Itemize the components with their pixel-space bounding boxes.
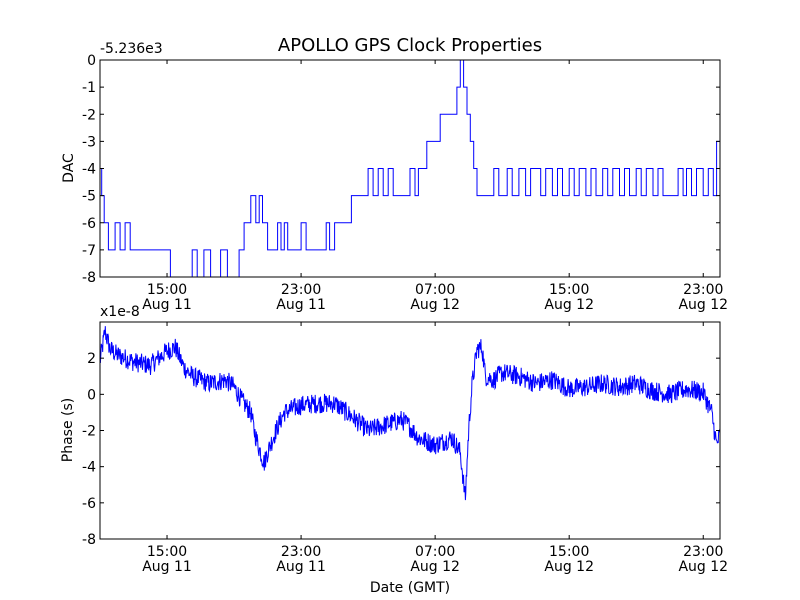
dac-xtick-date: Aug 12 bbox=[410, 297, 460, 313]
dac-series-group bbox=[100, 60, 720, 277]
phase-xtick-time: 15:00 bbox=[147, 544, 187, 560]
dac-xtick-time: 23:00 bbox=[683, 282, 723, 298]
dac-xtick-date: Aug 12 bbox=[544, 297, 594, 313]
dac-ytick-label: -5 bbox=[82, 189, 96, 205]
phase-xtick-date: Aug 12 bbox=[544, 559, 594, 575]
dac-xtick-date: Aug 11 bbox=[142, 297, 192, 313]
dac-xtick-date: Aug 12 bbox=[678, 297, 728, 313]
phase-xtick-time: 23:00 bbox=[281, 544, 321, 560]
dac-xtick-time: 23:00 bbox=[281, 282, 321, 298]
phase-xtick-time: 23:00 bbox=[683, 544, 723, 560]
dac-xtick-time: 15:00 bbox=[147, 282, 187, 298]
dac-ytick-label: -1 bbox=[82, 80, 96, 96]
phase-xtick-time: 07:00 bbox=[415, 544, 455, 560]
phase-xtick-date: Aug 12 bbox=[410, 559, 460, 575]
phase-xtick-date: Aug 11 bbox=[142, 559, 192, 575]
phase-y-ticks: 2 0 -2 -4 -6 -8 bbox=[82, 351, 720, 548]
dac-ytick-label: -4 bbox=[82, 162, 96, 178]
phase-ytick-label: -2 bbox=[82, 424, 96, 440]
dac-ytick-label: 0 bbox=[87, 53, 96, 69]
phase-ytick-label: -6 bbox=[82, 496, 96, 512]
dac-offset-label: -5.236e3 bbox=[100, 41, 163, 57]
x-axis-label: Date (GMT) bbox=[370, 580, 450, 596]
phase-series-group bbox=[99, 326, 721, 501]
phase-offset-label: x1e-8 bbox=[100, 304, 140, 320]
dac-y-ticks: 0 -1 -2 -3 -4 -5 -6 -7 -8 bbox=[82, 53, 720, 286]
dac-series-line bbox=[100, 60, 720, 277]
dac-xtick-time: 07:00 bbox=[415, 282, 455, 298]
dac-ytick-label: -2 bbox=[82, 107, 96, 123]
phase-xtick-date: Aug 12 bbox=[678, 559, 728, 575]
dac-ytick-label: -7 bbox=[82, 243, 96, 259]
phase-ytick-label: 2 bbox=[87, 351, 96, 367]
phase-xtick-date: Aug 11 bbox=[276, 559, 326, 575]
phase-ytick-label: -4 bbox=[82, 460, 96, 476]
phase-ytick-label: 0 bbox=[87, 387, 96, 403]
dac-y-axis-label: DAC bbox=[61, 153, 77, 183]
chart-title: APOLLO GPS Clock Properties bbox=[278, 35, 542, 56]
dac-xtick-time: 15:00 bbox=[549, 282, 589, 298]
phase-xtick-time: 15:00 bbox=[549, 544, 589, 560]
dac-xtick-date: Aug 11 bbox=[276, 297, 326, 313]
phase-ytick-label: -8 bbox=[82, 532, 96, 548]
phase-y-axis-label: Phase (s) bbox=[60, 398, 76, 462]
dac-ytick-label: -6 bbox=[82, 216, 96, 232]
dac-ytick-label: -8 bbox=[82, 270, 96, 286]
dac-ytick-label: -3 bbox=[82, 134, 96, 150]
phase-series-line bbox=[99, 326, 721, 501]
